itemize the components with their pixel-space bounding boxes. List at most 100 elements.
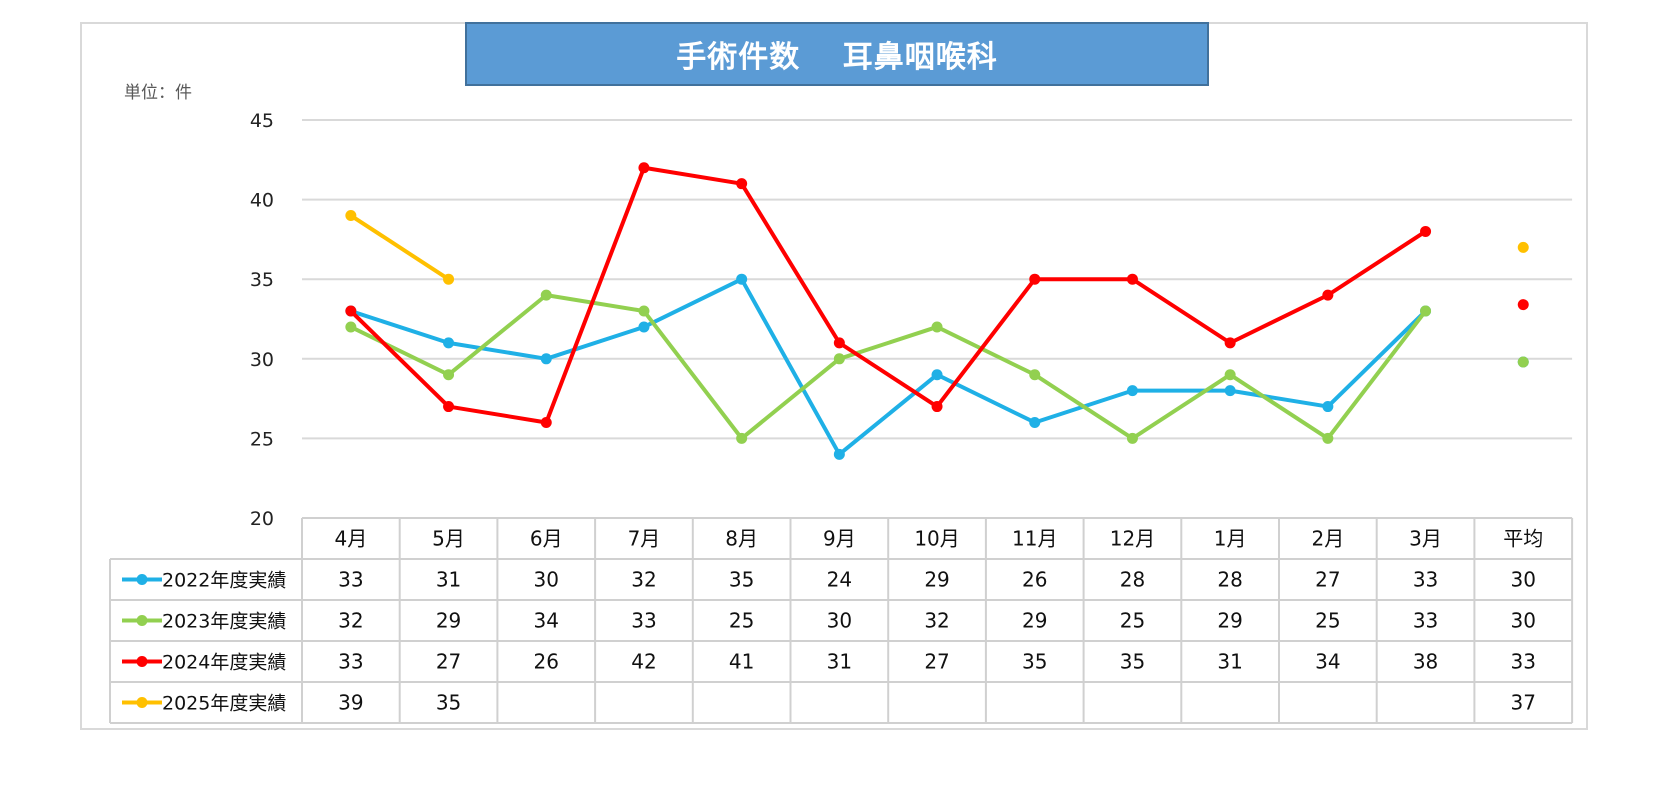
series-line: [350, 277, 1427, 457]
table-cell: 33: [338, 650, 363, 674]
table-cell: 33: [1413, 568, 1438, 592]
table-cell: 31: [827, 650, 852, 674]
average-header: 平均: [1503, 527, 1543, 551]
table-cell: 30: [827, 609, 852, 633]
x-tick-label: 12月: [1110, 527, 1155, 551]
x-tick-label: 6月: [530, 527, 563, 551]
table-cell: 34: [534, 609, 559, 633]
data-point: [443, 273, 455, 285]
table-cell: 29: [1217, 609, 1242, 633]
y-tick-label: 30: [250, 349, 274, 371]
table-cell: 33: [338, 568, 363, 592]
x-tick-label: 9月: [823, 527, 856, 551]
data-point: [638, 162, 650, 174]
series-line: [349, 165, 1427, 425]
data-point: [1224, 369, 1236, 381]
table-cell: 38: [1413, 650, 1438, 674]
data-point: [736, 432, 748, 444]
table-cell: 25: [1315, 609, 1340, 633]
data-point: [540, 289, 552, 301]
average-point: [1517, 299, 1529, 311]
table-cell: 31: [1217, 650, 1242, 674]
table-cell-average: 37: [1511, 691, 1536, 715]
average-point: [1517, 241, 1529, 253]
data-point: [1126, 432, 1138, 444]
data-point: [736, 178, 748, 190]
x-tick-label: 3月: [1409, 527, 1442, 551]
x-tick-label: 4月: [334, 527, 367, 551]
table-cell: 28: [1217, 568, 1242, 592]
data-point: [345, 305, 357, 317]
table-cell: 35: [1120, 650, 1145, 674]
data-point: [833, 353, 845, 365]
average-point: [1517, 356, 1529, 368]
table-cell-average: 30: [1511, 609, 1536, 633]
data-point: [1126, 385, 1138, 397]
table-cell: 35: [1022, 650, 1047, 674]
x-tick-label: 2月: [1311, 527, 1344, 551]
table-cell: 25: [729, 609, 754, 633]
legend-label: 2025年度実績: [162, 693, 286, 715]
data-point: [833, 337, 845, 349]
table-cell: 27: [1315, 568, 1340, 592]
data-point: [1322, 401, 1334, 413]
chart-frame: [80, 22, 1588, 730]
x-tick-label: 10月: [914, 527, 959, 551]
data-point: [638, 305, 650, 317]
table-cell: 28: [1120, 568, 1145, 592]
y-tick-label: 35: [250, 269, 274, 291]
x-tick-label: 5月: [432, 527, 465, 551]
data-point: [345, 321, 357, 333]
table-cell: 29: [924, 568, 949, 592]
table-cell: 30: [534, 568, 559, 592]
table-cell: 29: [436, 609, 461, 633]
table-cell: 29: [1022, 609, 1047, 633]
x-tick-label: 8月: [725, 527, 758, 551]
legend-label: 2023年度実績: [162, 611, 286, 633]
table-cell: 27: [924, 650, 949, 674]
table-cell: 34: [1315, 650, 1340, 674]
x-tick-label: 1月: [1214, 527, 1247, 551]
y-tick-label: 40: [250, 190, 274, 212]
chart-title: 手術件数 耳鼻咽喉科: [676, 40, 998, 75]
table-cell: 32: [924, 609, 949, 633]
data-point: [1029, 273, 1041, 285]
data-point: [443, 337, 455, 349]
data-point: [931, 321, 943, 333]
series-line: [349, 213, 450, 281]
data-point: [443, 401, 455, 413]
data-point: [1126, 273, 1138, 285]
data-point: [1322, 289, 1334, 301]
data-point: [1420, 305, 1432, 317]
data-point: [638, 321, 650, 333]
table-cell: 41: [729, 650, 754, 674]
data-point: [1224, 337, 1236, 349]
y-tick-label: 45: [250, 110, 274, 132]
series-line: [349, 293, 1428, 441]
x-tick-label: 11月: [1012, 527, 1057, 551]
unit-label: 単位：件: [124, 83, 192, 103]
y-tick-label: 25: [250, 428, 274, 450]
y-tick-label: 20: [250, 508, 274, 530]
chart-title-box: 手術件数 耳鼻咽喉科: [465, 22, 1209, 86]
table-cell: 25: [1120, 609, 1145, 633]
data-point: [833, 448, 845, 460]
data-point: [540, 416, 552, 428]
table-cell: 33: [631, 609, 656, 633]
data-point: [443, 369, 455, 381]
data-point: [1029, 416, 1041, 428]
table-cell: 39: [338, 691, 363, 715]
table-cell: 27: [436, 650, 461, 674]
data-point: [1224, 385, 1236, 397]
table-cell: 32: [338, 609, 363, 633]
data-point: [1322, 432, 1334, 444]
table-cell: 26: [534, 650, 559, 674]
data-point: [736, 273, 748, 285]
data-point: [345, 210, 357, 222]
table-cell: 32: [631, 568, 656, 592]
table-cell: 33: [1413, 609, 1438, 633]
data-point: [1420, 225, 1432, 237]
data-point: [1029, 369, 1041, 381]
legend-marker: [136, 656, 148, 667]
